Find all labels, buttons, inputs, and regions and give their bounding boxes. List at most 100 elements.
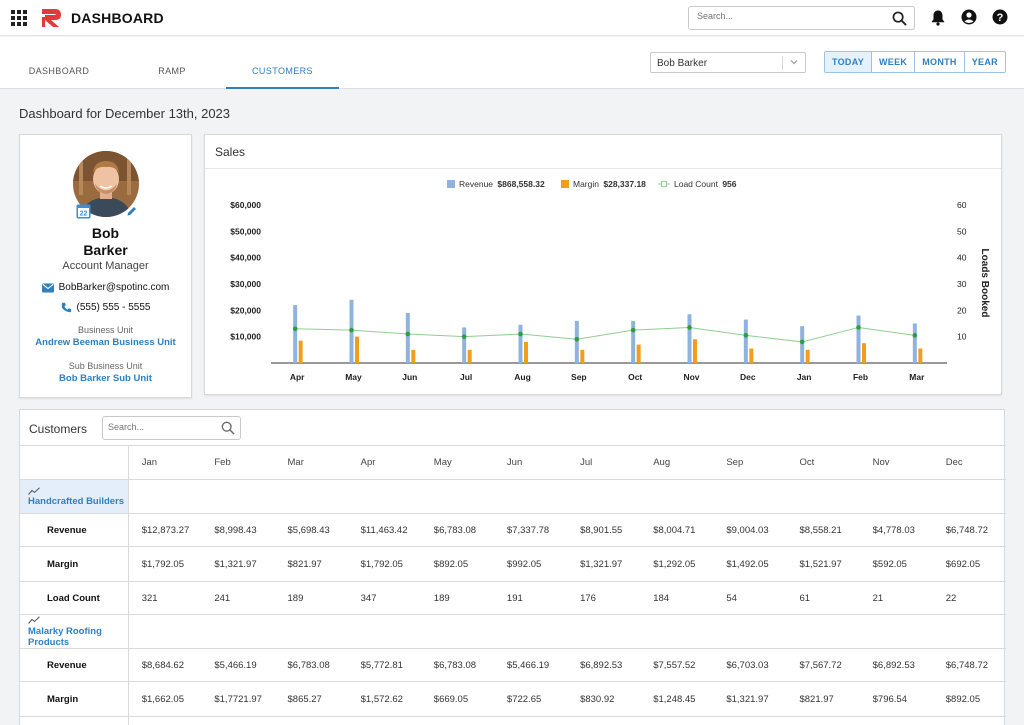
global-search[interactable]: [688, 6, 915, 30]
margin-bar: [355, 336, 359, 363]
metric-label: Revenue: [20, 513, 129, 547]
margin-bar: [411, 349, 416, 363]
metric-value: $7,557.52: [640, 648, 714, 682]
y-tick-label-left: $20,000: [230, 305, 261, 315]
customer-name[interactable]: Handcrafted Builders: [28, 496, 125, 508]
period-today-button[interactable]: TODAY: [825, 52, 873, 72]
metric-value: $592.05: [859, 546, 933, 582]
customer-group-row[interactable]: Handcrafted Builders: [20, 479, 1006, 514]
avatar[interactable]: [73, 151, 139, 217]
metric-value: $669.05: [420, 681, 494, 717]
metric-value: $892.05: [932, 681, 1006, 717]
metric-value: 191: [493, 581, 568, 615]
profile-email[interactable]: BobBarker@spotinc.com: [58, 282, 170, 293]
customer-group-row[interactable]: Malarky Roofing Products: [20, 614, 1006, 649]
month-header: Apr: [347, 445, 421, 480]
search-icon[interactable]: [892, 11, 907, 26]
table-row: Margin $1,662.05 $1,7721.97 $865.27 $1,572.6…: [20, 681, 1006, 717]
metric-label: Load Count: [20, 581, 129, 615]
metric-value: 90: [493, 716, 568, 725]
help-icon[interactable]: ?: [992, 9, 1008, 25]
x-tick-label: Jun: [402, 372, 417, 382]
metric-value: $11,463.42: [347, 513, 421, 547]
load-count-point: [405, 331, 411, 337]
metric-value: $6,892.53: [567, 648, 641, 682]
metric-label: Margin: [20, 546, 129, 582]
x-tick-label: Oct: [628, 372, 642, 382]
metric-value: $1,248.45: [640, 681, 714, 717]
metric-value: $992.05: [493, 546, 568, 582]
edit-pencil-icon[interactable]: [126, 205, 138, 217]
month-header: Jan: [128, 445, 202, 480]
sales-card: Sales Revenue $868,558.32 Margin $28,337…: [204, 134, 1002, 395]
legend-loads-marker: [661, 181, 667, 187]
calendar-icon: 22: [76, 204, 91, 219]
margin-bar: [467, 349, 472, 363]
bell-icon[interactable]: [930, 9, 946, 26]
margin-bar: [805, 349, 810, 363]
sub-business-unit-link[interactable]: Bob Barker Sub Unit: [59, 373, 152, 384]
metric-value: $830.92: [567, 681, 641, 717]
period-year-button[interactable]: YEAR: [971, 57, 998, 67]
period-month-button[interactable]: MONTH: [915, 52, 965, 72]
top-bar: DASHBOARD ?: [0, 0, 1024, 36]
tab-customers[interactable]: CUSTOMERS: [226, 66, 339, 89]
period-week-button[interactable]: WEEK: [872, 52, 916, 72]
month-header: Sep: [713, 445, 787, 480]
account-icon[interactable]: [961, 9, 977, 25]
tab-ramp[interactable]: RAMP: [158, 66, 186, 76]
customer-name-cell[interactable]: Malarky Roofing Products: [20, 614, 129, 649]
metric-value: $1,572.62: [347, 681, 421, 717]
revenue-bar: [743, 319, 748, 363]
y-tick-label-right: 60: [957, 200, 967, 210]
business-unit-link[interactable]: Andrew Beeman Business Unit: [35, 337, 176, 348]
period-toggle: TODAY WEEK MONTH YEAR: [824, 51, 1006, 73]
metric-value: $6,748.72: [932, 513, 1006, 547]
metric-value: $1,321.97: [713, 681, 787, 717]
sales-chart: Revenue $868,558.32 Margin $28,337.18 Lo…: [230, 179, 990, 382]
x-tick-label: Apr: [290, 372, 305, 382]
load-count-point: [912, 333, 918, 338]
chart-legend: Revenue $868,558.32 Margin $28,337.18 Lo…: [447, 179, 737, 189]
metric-value: $6,748.72: [932, 648, 1006, 682]
metric-value: $7,337.78: [493, 513, 568, 547]
revenue-bar: [856, 315, 861, 363]
metric-value: $7,567.72: [786, 648, 860, 682]
legend-margin-swatch: [561, 180, 569, 188]
profile-last-name: Barker: [83, 242, 128, 258]
search-icon[interactable]: [221, 421, 235, 435]
metric-value: $5,466.19: [493, 648, 568, 682]
page-title: Dashboard for December 13th, 2023: [19, 106, 231, 121]
profile-phone[interactable]: (555) 555 - 5555: [76, 302, 151, 313]
y-tick-label-left: $40,000: [230, 253, 261, 263]
business-unit-label: Business Unit: [77, 325, 134, 335]
global-search-input[interactable]: [697, 11, 887, 21]
margin-bar: [580, 349, 585, 363]
metric-value: 52: [786, 716, 860, 725]
customers-search[interactable]: [102, 416, 241, 440]
user-select-value: Bob Barker: [657, 58, 708, 69]
user-select[interactable]: Bob Barker: [650, 52, 806, 73]
metric-value: 210: [274, 716, 348, 725]
customer-name-cell[interactable]: Handcrafted Builders: [20, 479, 129, 514]
metric-value: 61: [786, 581, 860, 615]
chevron-down-icon[interactable]: [789, 57, 799, 67]
logo-icon: [42, 9, 61, 27]
table-row: Revenue $8,684.62 $5,466.19 $6,783.08 $5,772…: [20, 648, 1006, 682]
revenue-bar: [293, 305, 298, 363]
customers-search-input[interactable]: [108, 422, 218, 432]
metric-value: $1,492.05: [713, 546, 787, 582]
x-tick-label: Sep: [571, 372, 587, 382]
customers-title: Customers: [29, 422, 88, 436]
margin-bar: [693, 339, 697, 363]
tab-dashboard[interactable]: DASHBOARD: [28, 66, 90, 76]
metric-value: $1,292.05: [640, 546, 714, 582]
apps-grid-icon[interactable]: [11, 10, 27, 26]
month-header: Dec: [932, 445, 1006, 480]
load-count-point: [518, 331, 523, 337]
profile-name: Bob Barker: [20, 225, 191, 259]
metric-value: 178: [201, 716, 275, 725]
customer-name[interactable]: Malarky Roofing Products: [28, 626, 102, 648]
month-header: Jun: [493, 445, 568, 480]
metric-value: 184: [640, 581, 714, 615]
